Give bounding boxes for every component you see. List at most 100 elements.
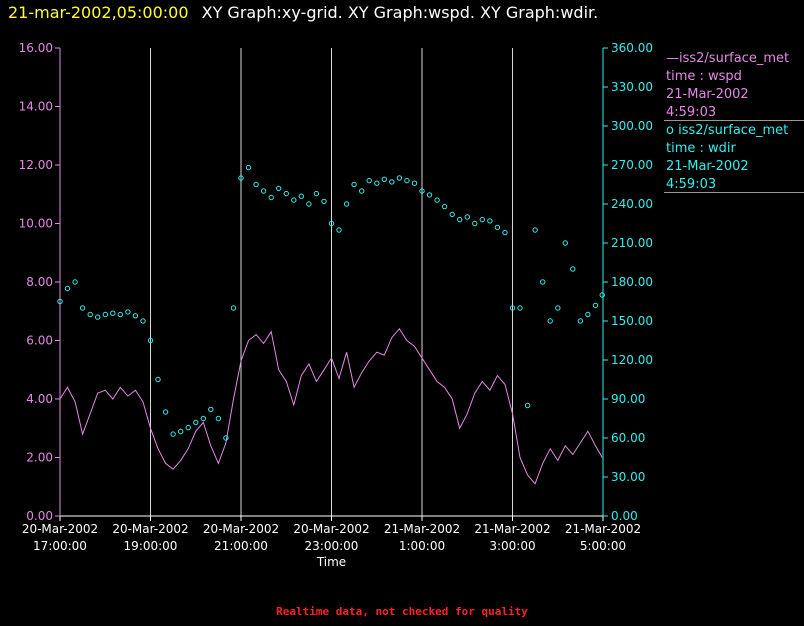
wdir-data-point — [193, 419, 199, 426]
wdir-data-point — [313, 190, 320, 197]
legend-wdir: o iss2/surface_met time : wdir 21-Mar-20… — [666, 122, 788, 194]
wdir-data-point — [162, 409, 169, 415]
wdir-data-point — [328, 220, 335, 227]
wdir-data-point — [449, 211, 455, 218]
legend-divider — [664, 120, 804, 121]
y-right-tick-label: 60.00 — [611, 431, 645, 445]
title-timestamp: 21-mar-2002,05:00:00 — [8, 3, 189, 22]
wdir-data-point — [509, 305, 516, 311]
wdir-data-point — [524, 402, 531, 409]
wdir-data-point — [359, 188, 365, 194]
x-axis-label: Time — [316, 555, 346, 569]
wdir-data-point — [472, 220, 478, 227]
wdir-data-point — [230, 305, 237, 311]
y-right-tick-label: 0.00 — [611, 509, 638, 523]
wdir-data-point — [321, 198, 327, 205]
y-left-tick-label: 12.00 — [19, 158, 53, 172]
wdir-data-point — [411, 180, 418, 186]
x-tick-label-time: 19:00:00 — [124, 539, 178, 553]
wdir-data-point — [441, 203, 448, 210]
wdir-data-point — [479, 216, 485, 223]
wdir-data-point — [464, 214, 470, 220]
y-left-tick-label: 8.00 — [26, 275, 53, 289]
wdir-data-point — [404, 177, 410, 184]
wdir-data-point — [434, 197, 440, 203]
wdir-data-point — [599, 292, 605, 298]
wdir-data-point — [389, 179, 395, 185]
wdir-data-point — [517, 305, 523, 311]
wdir-data-point — [396, 175, 403, 181]
wdir-data-point — [532, 227, 538, 233]
y-left-tick-label: 14.00 — [19, 100, 53, 114]
wdir-data-point — [87, 311, 93, 318]
x-tick-label-date: 21-Mar-2002 — [565, 522, 641, 536]
legend-wspd-line3: 21-Mar-2002 — [666, 87, 749, 102]
x-tick-label-time: 21:00:00 — [214, 539, 268, 553]
wdir-data-point — [487, 218, 493, 224]
x-tick-label-time: 3:00:00 — [489, 539, 535, 553]
legend-wspd-line2: time : wspd — [666, 69, 742, 84]
y-left-tick-label: 10.00 — [19, 217, 53, 231]
y-right-tick-label: 120.00 — [611, 353, 653, 367]
wdir-data-point — [200, 415, 207, 422]
wdir-data-point — [178, 428, 184, 435]
wdir-data-point — [570, 266, 576, 272]
wdir-data-point — [343, 201, 350, 207]
wdir-data-point — [110, 310, 116, 316]
wdir-data-point — [185, 424, 191, 431]
y-right-tick-label: 240.00 — [611, 197, 653, 211]
wdir-data-point — [253, 181, 259, 188]
wdir-data-point — [64, 285, 71, 292]
y-right-tick-label: 330.00 — [611, 80, 653, 94]
legend-wspd: —iss2/surface_met time : wspd 21-Mar-200… — [666, 50, 789, 122]
wdir-data-point — [72, 279, 78, 285]
wdir-data-point — [336, 227, 342, 233]
wdir-data-point — [125, 309, 131, 315]
legend-wspd-line4: 4:59:03 — [666, 105, 717, 120]
legend-wdir-line3: 21-Mar-2002 — [666, 159, 749, 174]
y-right-tick-label: 360.00 — [611, 41, 653, 55]
wdir-data-point — [283, 190, 289, 197]
x-tick-label-date: 20-Mar-2002 — [112, 522, 188, 536]
wdir-data-point — [291, 197, 297, 203]
wdir-data-point — [208, 406, 214, 413]
legend-wdir-line2: time : wdir — [666, 141, 736, 156]
title-graph-names: XY Graph:xy-grid. XY Graph:wspd. XY Grap… — [201, 3, 599, 22]
wdir-data-point — [419, 188, 425, 194]
x-tick-label-date: 20-Mar-2002 — [203, 522, 279, 536]
wdir-data-point — [238, 175, 244, 181]
legend-divider — [664, 192, 804, 193]
wdir-data-point — [223, 435, 229, 441]
wdir-data-point — [298, 193, 304, 199]
y-right-tick-label: 30.00 — [611, 470, 645, 484]
y-left-tick-label: 0.00 — [26, 509, 53, 523]
wdir-data-point — [215, 415, 222, 422]
wdir-data-point — [562, 240, 568, 246]
y-right-tick-label: 210.00 — [611, 236, 653, 250]
axes: 20-Mar-2002 17:00:00 20-Mar-2002 19:00:00 20… — [19, 41, 653, 569]
wspd-series-line — [59, 327, 603, 485]
wdir-data-point — [245, 164, 252, 171]
y-left-tick-label: 16.00 — [19, 41, 53, 55]
x-tick-label-date: 20-Mar-2002 — [293, 522, 369, 536]
y-right-tick-label: 90.00 — [611, 392, 645, 406]
wdir-data-point — [381, 176, 387, 183]
quality-notice: Realtime data, not checked for quality — [276, 605, 528, 618]
x-tick-label-time: 1:00:00 — [399, 539, 445, 553]
wdir-data-point — [592, 302, 599, 309]
wdir-data-point — [374, 180, 380, 186]
y-left-tick-label: 2.00 — [26, 451, 53, 465]
wdir-data-point — [494, 224, 501, 231]
y-left-tick-label: 6.00 — [26, 334, 53, 348]
wdir-data-point — [140, 318, 146, 324]
legend-wdir-line1: o iss2/surface_met — [666, 123, 789, 138]
wdir-data-point — [117, 311, 124, 318]
x-tick-label-date: 20-Mar-2002 — [22, 522, 98, 536]
x-tick-label-date: 21-Mar-2002 — [384, 522, 460, 536]
xy-graph: 20-Mar-2002 17:00:00 20-Mar-2002 19:00:00 20… — [19, 41, 653, 569]
x-tick-label-time: 23:00:00 — [305, 539, 359, 553]
wdir-data-point — [555, 305, 561, 311]
wdir-data-point — [170, 431, 176, 437]
wdir-data-point — [147, 337, 154, 344]
wdir-data-point — [268, 194, 274, 201]
